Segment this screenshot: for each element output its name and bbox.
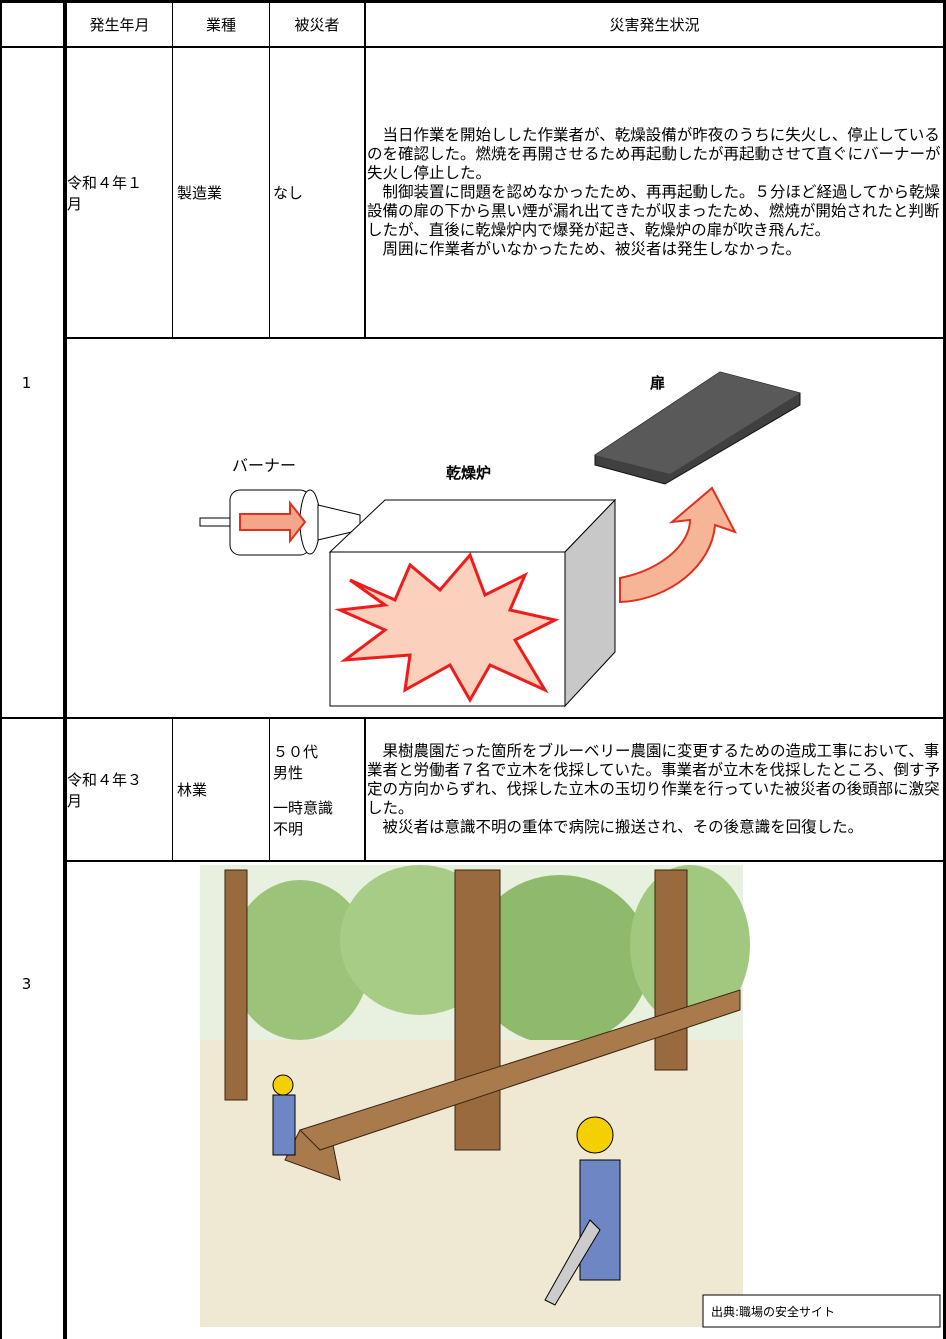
- tree-trunk: [654, 869, 688, 1071]
- industry-cell: 林業: [177, 781, 208, 799]
- paragraph: 当日作業を開始しした作業者が、乾燥設備が昨夜のうちに失火し、停止しているのを確認…: [367, 126, 941, 182]
- victim-line: ５０代: [273, 742, 319, 761]
- row-number: 1: [21, 373, 32, 392]
- date-cell: 令和４年１月: [67, 173, 143, 213]
- helmet: [576, 1116, 614, 1154]
- date-cell: 令和４年３月: [67, 770, 143, 810]
- description-cell: 果樹農園だった箇所をブルーベリー農園に変更するための造成工事において、事業者と労…: [367, 719, 943, 860]
- burner-label: バーナー: [232, 456, 297, 475]
- paragraph: 果樹農園だった箇所をブルーベリー農園に変更するための造成工事において、事業者と労…: [367, 742, 941, 817]
- border: [0, 0, 2, 1339]
- credit: 出典:職場の安全サイト: [711, 1304, 836, 1319]
- header-cell: 被災者: [294, 16, 340, 34]
- fallen-log: [299, 989, 741, 1151]
- border: [65, 860, 946, 862]
- worker: [579, 1159, 621, 1281]
- description-cell: 当日作業を開始しした作業者が、乾燥設備が昨夜のうちに失火し、停止しているのを確認…: [367, 48, 943, 337]
- border: [0, 0, 946, 3]
- tree-trunk: [454, 869, 501, 1151]
- tree-canopy: [230, 880, 370, 1040]
- border: [364, 717, 366, 862]
- tree-trunk: [224, 869, 248, 1101]
- door-label: 扉: [650, 374, 666, 392]
- header-cell: 発生年月: [89, 16, 150, 34]
- burner-shaft: [199, 517, 233, 527]
- border: [172, 0, 173, 338]
- helmet: [272, 1074, 294, 1096]
- industry-cell: 製造業: [177, 184, 223, 202]
- victim-line: 一時意識不明: [273, 798, 334, 838]
- worker: [272, 1094, 296, 1156]
- paragraph: 制御装置に問題を認めなかったため、再再起動した。５分ほど経過してから乾燥設備の扉…: [367, 183, 941, 239]
- paragraph: 被災者は意識不明の重体で病院に搬送され、その後意識を回復した。: [367, 818, 864, 836]
- border: [63, 0, 67, 1339]
- border: [943, 0, 946, 1339]
- door-top: [595, 372, 800, 474]
- border: [172, 717, 173, 862]
- credit-box: [702, 1294, 941, 1328]
- ejection-arrow: [619, 486, 738, 604]
- victim-cell: ５０代男性一時意識不明: [273, 719, 364, 860]
- header-cell: 災害発生状況: [609, 16, 700, 34]
- tree-canopy: [470, 875, 650, 1045]
- chainsaw: [544, 1219, 601, 1306]
- border: [65, 337, 946, 339]
- victim-line: 男性: [273, 763, 304, 782]
- border: [0, 717, 946, 719]
- victim-cell: なし: [273, 184, 304, 202]
- border: [364, 0, 366, 338]
- furnace-label: 乾燥炉: [446, 464, 492, 482]
- explosion: [334, 552, 560, 704]
- row-number: 3: [21, 975, 32, 993]
- burner-arrow: [239, 500, 307, 544]
- paragraph: 周囲に作業者がいなかったため、被災者は発生しなかった。: [367, 240, 802, 258]
- border: [269, 717, 270, 862]
- border: [269, 0, 270, 338]
- border: [0, 46, 946, 48]
- header-cell: 業種: [205, 16, 236, 34]
